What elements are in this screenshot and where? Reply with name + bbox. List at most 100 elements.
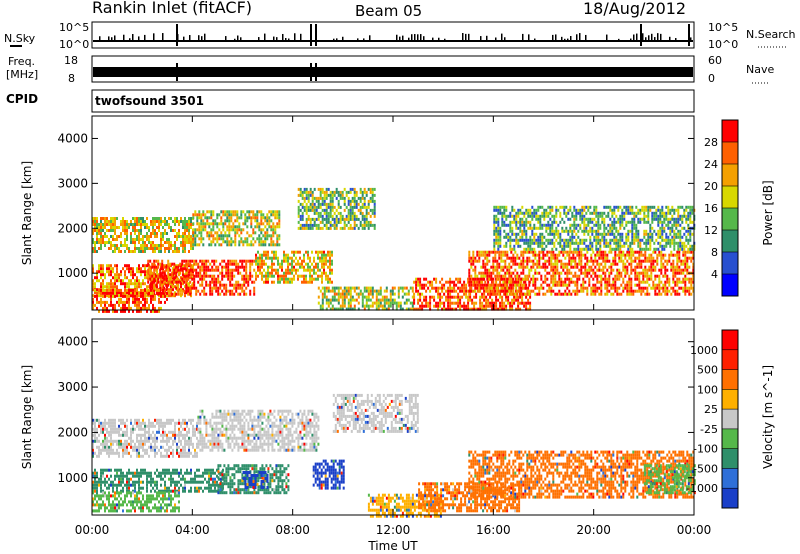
freq-label-2: [MHz] [6,68,38,81]
x-tick-label: 00:00 [75,523,110,537]
velocity-colorbar-segment [722,369,738,390]
velocity-colorbar-segment [722,330,738,350]
velocity-ylabel: Slant Range [km] [20,365,34,469]
freq-tick-bottom: 8 [68,72,75,85]
velocity-colorbar-segment [722,488,738,508]
velocity-echo-region [217,464,290,495]
nave-tick-bottom: 0 [708,72,715,85]
velocity-echo-region [92,468,224,493]
velocity-colorbar-segment [722,468,738,489]
power-colorbar-segment [722,142,738,164]
freq-gap-2 [310,63,312,81]
x-tick-label: 04:00 [175,523,210,537]
velocity-colorbar-segment [722,349,738,370]
power-colorbar-tick-label: 24 [704,158,718,171]
velocity-colorbar-tick-label: -500 [693,462,718,475]
cpid-label: CPID [6,92,38,106]
velocity-y-tick-label: 4000 [57,335,88,349]
x-axis-label: Time UT [367,539,418,553]
freq-gap-3 [315,63,317,81]
freq-panel-frame [91,55,695,83]
velocity-colorbar-segment [722,409,738,429]
velocity-colorbar-segment [722,389,738,410]
nave-label: Nave [746,63,774,76]
velocity-echo-region [468,450,695,499]
velocity-echo-region [92,491,180,513]
velocity-y-tick-label: 1000 [57,471,88,485]
x-tick-label: 20:00 [576,523,611,537]
power-colorbar-segment [722,252,738,274]
nsky-label: N.Sky [4,32,36,45]
nave-tick-top: 60 [708,54,722,67]
power-colorbar-segment [722,208,738,230]
velocity-y-tick-label: 2000 [57,425,88,439]
velocity-echo-region [332,393,419,433]
nsky-tick-bottom: 10^0 [59,38,89,51]
power-y-tick-label: 3000 [57,176,88,190]
freq-band [93,67,693,77]
velocity-colorbar-tick-label: 25 [704,403,718,416]
power-ylabel: Slant Range [km] [20,161,34,265]
nsearch-tick-top: 10^5 [708,21,738,34]
power-colorbar-segment [722,120,738,142]
nsky-panel-frame [91,21,695,49]
x-tick-label: 12:00 [376,523,411,537]
velocity-heatmap [92,393,696,518]
power-echo-region [255,250,333,284]
velocity-colorbar-tick-label: 100 [697,383,718,396]
freq-label-1: Freq. [8,55,35,68]
power-echo-region [468,250,695,296]
power-colorbar-segment [722,274,738,296]
velocity-echo-region [312,459,345,490]
power-y-tick-label: 4000 [57,131,88,145]
power-colorbar-tick-label: 12 [704,224,718,237]
freq-gap-1 [176,63,178,81]
power-colorbar-segment [722,230,738,252]
power-colorbar-label: Power [dB] [761,180,775,245]
velocity-colorbar-label: Velocity [m s^-1] [761,365,775,469]
freq-tick-top: 18 [64,54,78,67]
velocity-colorbar-tick-label: -100 [693,443,718,456]
power-colorbar-tick-label: 20 [704,180,718,193]
nsky-bars [93,24,693,46]
velocity-echo-region [92,418,198,458]
power-colorbar-tick-label: 4 [711,268,718,281]
power-colorbar-segment [722,186,738,208]
x-tick-label: 16:00 [476,523,511,537]
velocity-echo-region [643,464,696,495]
cpid-value: twofsound 3501 [95,94,204,108]
power-y-tick-label: 2000 [57,221,88,235]
nsky-tick-top: 10^5 [59,21,89,34]
station-title: Rankin Inlet (fitACF) [92,0,252,17]
x-tick-label: 08:00 [275,523,310,537]
velocity-colorbar-segment [722,448,738,469]
velocity-axes: 1000 2000 3000 4000 [57,319,695,515]
velocity-colorbar-segment [722,428,738,449]
power-colorbar-tick-label: 8 [711,246,718,259]
power-colorbar-tick-label: 28 [704,136,718,149]
beam-title: Beam 05 [355,2,422,20]
velocity-colorbar-tick-label: -1000 [686,482,718,495]
power-colorbar-tick-label: 16 [704,202,718,215]
nsearch-label: N.Search [746,28,796,41]
power-echo-region [92,288,168,313]
velocity-panel-frame [91,318,695,516]
power-echo-region [192,210,281,247]
power-axes: 1000 2000 3000 4000 [57,116,695,310]
power-colorbar-segment [722,164,738,186]
velocity-echo-region [197,409,320,452]
velocity-colorbar-tick-label: 1000 [690,344,718,357]
power-colorbar: 4 8 12 16 20 24 28 [704,119,739,297]
velocity-colorbar: 1000 500 100 25 -25 -100 -500 -1000 [686,329,739,509]
power-echo-region [493,205,696,251]
power-y-tick-label: 1000 [57,266,88,280]
power-echo-region [317,286,414,311]
x-tick-label: 00:00 [677,523,712,537]
nsearch-tick-bottom: 10^0 [708,38,738,51]
power-echo-region [297,187,376,230]
power-echo-region [92,217,194,253]
power-echo-region [147,259,256,296]
velocity-colorbar-tick-label: 500 [697,364,718,377]
power-heatmap [92,187,696,313]
